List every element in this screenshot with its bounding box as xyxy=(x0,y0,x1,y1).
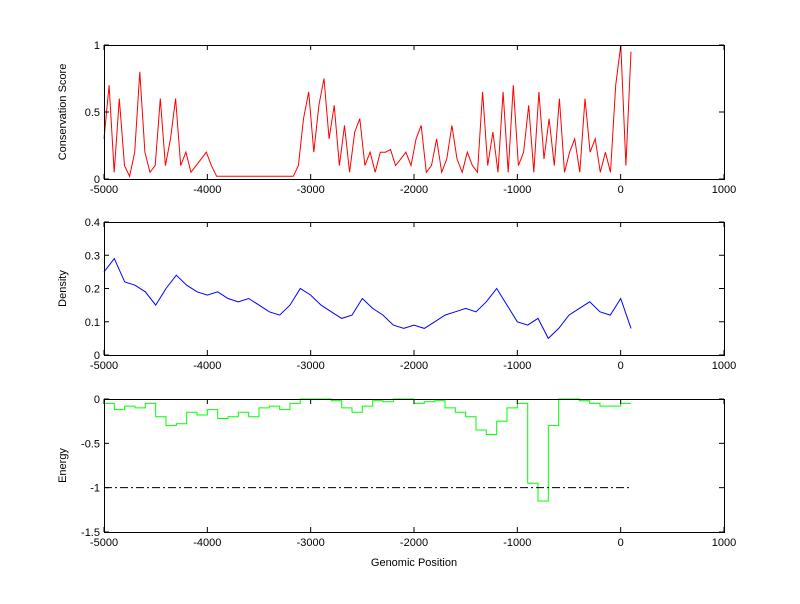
x-tick-label: -1000 xyxy=(503,184,531,196)
data-series-line xyxy=(103,257,632,340)
y-tick-label: 0.2 xyxy=(85,284,100,296)
subplot-2: -5000 -4000 -3000 -2000 -1000 0 1000 0 0.1 0.2 0.3… xyxy=(57,217,736,372)
y-tick-label: 1 xyxy=(94,40,100,52)
y-tick-label: -1.5 xyxy=(81,527,100,539)
y-axis-label: Conservation Score xyxy=(57,64,69,161)
x-tick-label: -4000 xyxy=(193,360,221,372)
y-axis-label: Energy xyxy=(57,448,69,483)
data-series-line xyxy=(104,398,631,502)
axes-box xyxy=(104,222,725,356)
x-tick-label: -4000 xyxy=(193,184,221,196)
axes-box xyxy=(104,399,725,533)
y-tick-label: 0 xyxy=(94,174,100,186)
x-tick-label: 1000 xyxy=(712,184,736,196)
x-tick-label: -5000 xyxy=(90,184,118,196)
x-tick-label: 0 xyxy=(618,360,624,372)
y-tick-label: 0 xyxy=(94,394,100,406)
y-tick-label: 0.1 xyxy=(85,317,100,329)
data-series-line xyxy=(103,44,632,178)
subplot-1: -5000 -4000 -3000 -2000 -1000 0 1000 0 0.5 1 Conse… xyxy=(57,40,736,196)
x-tick-label: 1000 xyxy=(712,360,736,372)
y-tick-label: 0 xyxy=(94,350,100,362)
y-tick-label: 0.5 xyxy=(85,107,100,119)
x-tick-label: -1000 xyxy=(503,360,531,372)
x-tick-label: -5000 xyxy=(90,537,118,549)
axes-box xyxy=(104,45,725,180)
y-axis-label: Density xyxy=(57,270,69,307)
y-tick-label: 0.4 xyxy=(85,217,100,229)
x-tick-label: -3000 xyxy=(297,537,325,549)
x-tick-label: -4000 xyxy=(193,537,221,549)
x-tick-label: -2000 xyxy=(400,360,428,372)
x-axis-label: Genomic Position xyxy=(371,557,457,569)
x-tick-label: -1000 xyxy=(503,537,531,549)
x-tick-label: 0 xyxy=(618,537,624,549)
y-tick-label: -1 xyxy=(90,483,100,495)
x-tick-label: 1000 xyxy=(712,537,736,549)
x-tick-label: -2000 xyxy=(400,184,428,196)
y-tick-label: 0.3 xyxy=(85,250,100,262)
x-tick-label: -2000 xyxy=(400,537,428,549)
x-tick-label: -5000 xyxy=(90,360,118,372)
x-tick-label: -3000 xyxy=(297,184,325,196)
x-tick-label: 0 xyxy=(618,184,624,196)
y-tick-label: -0.5 xyxy=(81,438,100,450)
subplot-3: -5000 -4000 -3000 -2000 -1000 0 1000 -1.5 -1 -0.5… xyxy=(57,394,736,569)
x-tick-label: -3000 xyxy=(297,360,325,372)
